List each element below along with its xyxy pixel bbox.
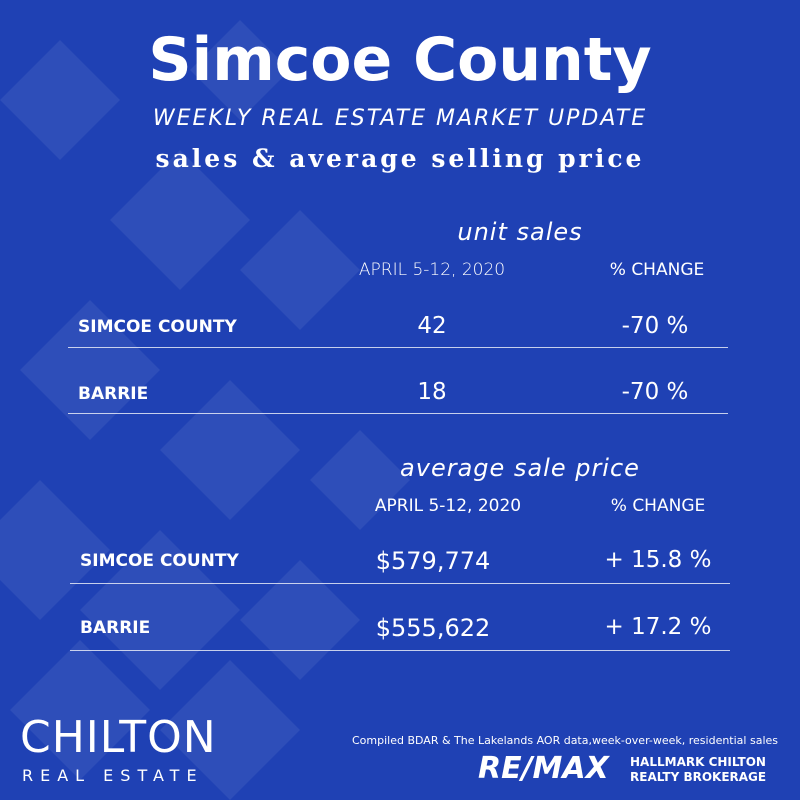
tagline: sales & average selling price — [155, 144, 645, 173]
row-label: SIMCOE COUNTY — [80, 551, 239, 571]
remax-sub: REALTY BROKERAGE — [630, 770, 767, 784]
title: Simcoe County — [148, 25, 652, 95]
column-header: % CHANGE — [609, 260, 705, 280]
divider — [70, 650, 730, 651]
section-title: unit sales — [457, 218, 583, 246]
cell: $579,774 — [375, 547, 491, 575]
brand-sub: REAL ESTATE — [22, 766, 204, 785]
cell: 42 — [417, 313, 447, 339]
cell: 18 — [417, 379, 447, 405]
remax-logo: RE/MAX — [478, 751, 609, 786]
column-header: APRIL 5-12, 2020 — [374, 496, 522, 516]
brand: CHILTON — [20, 712, 217, 763]
remax-sub: HALLMARK CHILTON — [630, 755, 766, 769]
section-title: average sale price — [400, 454, 640, 482]
subtitle: WEEKLY REAL ESTATE MARKET UPDATE — [152, 106, 648, 131]
cell: -70 % — [621, 379, 689, 405]
source-note: Compiled BDAR & The Lakelands AOR data,w… — [352, 734, 778, 747]
cell: -70 % — [621, 313, 689, 339]
cell: + 17.2 % — [604, 614, 712, 640]
column-header: % CHANGE — [610, 496, 706, 516]
divider — [70, 583, 730, 584]
column-header: APRIL 5-12, 2020 — [358, 260, 506, 280]
divider — [68, 413, 728, 414]
cell: + 15.8 % — [604, 547, 712, 573]
divider — [68, 347, 728, 348]
row-label: BARRIE — [80, 618, 151, 638]
row-label: SIMCOE COUNTY — [78, 317, 237, 337]
cell: $555,622 — [375, 614, 491, 642]
row-label: BARRIE — [78, 384, 149, 404]
